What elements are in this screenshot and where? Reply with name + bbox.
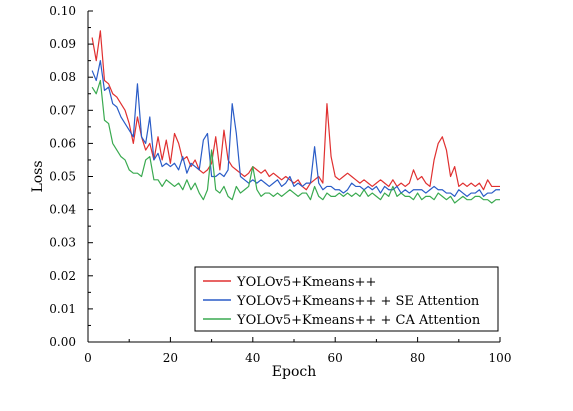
series-layer — [91, 30, 500, 204]
y-tick-label: 0.01 — [49, 302, 76, 316]
legend-label-1: YOLOv5+Kmeans++ — [236, 275, 376, 290]
y-tick-label: 0.00 — [49, 335, 76, 349]
x-tick-label: 60 — [328, 351, 343, 365]
legend-box — [194, 266, 499, 332]
y-tick-label: 0.03 — [49, 236, 76, 250]
legend-label-2: YOLOv5+Kmeans++ + SE Attention — [236, 294, 480, 309]
legend-label-3: YOLOv5+Kmeans++ + CA Attention — [236, 313, 481, 328]
y-tick-label: 0.04 — [49, 203, 76, 217]
y-tick-label: 0.05 — [49, 170, 76, 184]
y-tick-label: 0.02 — [49, 269, 76, 283]
y-tick-label: 0.07 — [49, 103, 76, 117]
ticks-layer: 0.00 0.01 0.02 0.03 0.04 0.05 0.06 0.07 0.08 0.09… — [49, 4, 511, 365]
x-tick-label: 0 — [84, 351, 92, 365]
y-tick-label: 0.06 — [49, 136, 76, 150]
legend: YOLOv5+Kmeans++ YOLOv5+Kmeans++ + SE Atte… — [194, 266, 499, 332]
series-line-1 — [91, 30, 500, 191]
series-line-3 — [91, 79, 500, 204]
y-tick-label: 0.08 — [49, 70, 76, 84]
y-axis-title: Loss — [30, 160, 46, 192]
x-tick-label: 100 — [489, 351, 512, 365]
x-tick-label: 80 — [410, 351, 425, 365]
x-axis-title: Epoch — [272, 364, 316, 380]
y-tick-label: 0.10 — [49, 4, 76, 18]
x-tick-label: 40 — [245, 351, 260, 365]
x-tick-label: 20 — [163, 351, 178, 365]
series-line-2 — [91, 60, 500, 197]
y-tick-label: 0.09 — [49, 37, 76, 51]
